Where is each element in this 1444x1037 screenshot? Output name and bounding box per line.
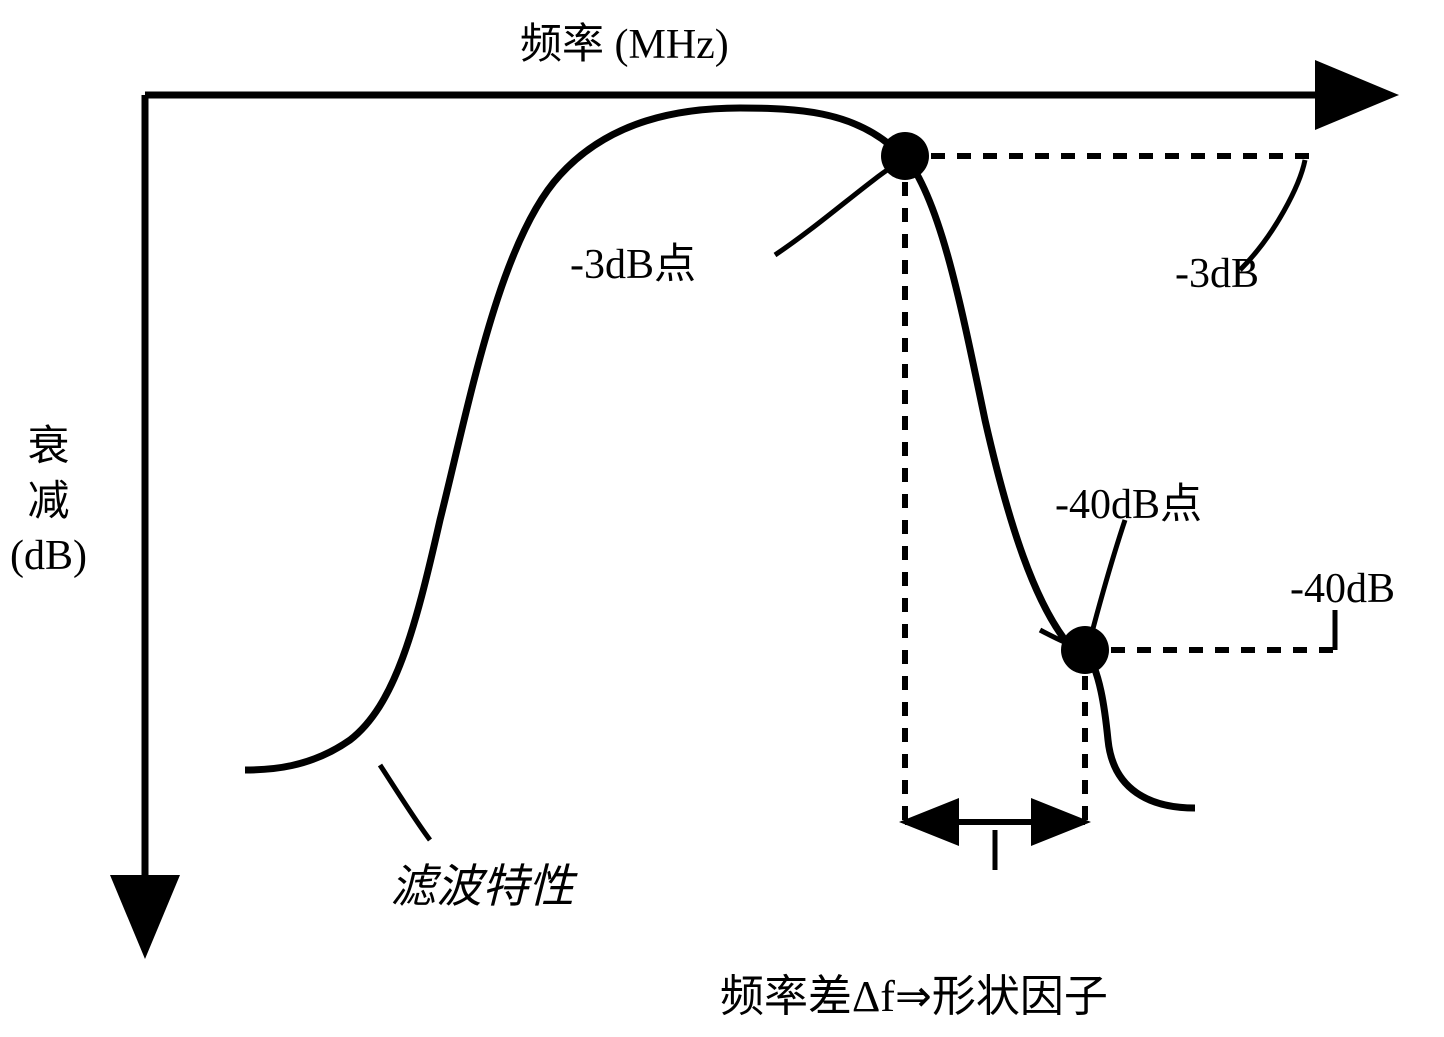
y-axis-label-line2: 减 <box>10 475 87 530</box>
filter-response-chart: 频率 (MHz) 衰 减 (dB) -3dB点 -3dB -40dB点 -40d… <box>0 0 1444 1037</box>
leader-filter <box>380 765 430 840</box>
leader-3db-point <box>775 165 895 255</box>
marker-3db <box>881 132 929 180</box>
y-axis-label: 衰 减 (dB) <box>10 420 87 584</box>
label-3db-point: -3dB点 <box>570 230 696 291</box>
y-axis-label-line3: (dB) <box>10 529 87 584</box>
label-minus40db: -40dB <box>1290 565 1395 613</box>
chart-svg <box>0 0 1444 1037</box>
label-filter-characteristic: 滤波特性 <box>390 850 574 916</box>
y-axis-label-line1: 衰 <box>10 420 87 475</box>
label-delta-f: 频率差Δf⇒形状因子 <box>720 960 1108 1024</box>
label-40db-point: -40dB点 <box>1055 470 1202 531</box>
marker-40db <box>1061 626 1109 674</box>
label-minus3db: -3dB <box>1175 250 1259 298</box>
filter-curve <box>245 108 1195 808</box>
leader-40db-point1 <box>1088 520 1125 648</box>
x-axis-label: 频率 (MHz) <box>520 10 729 71</box>
